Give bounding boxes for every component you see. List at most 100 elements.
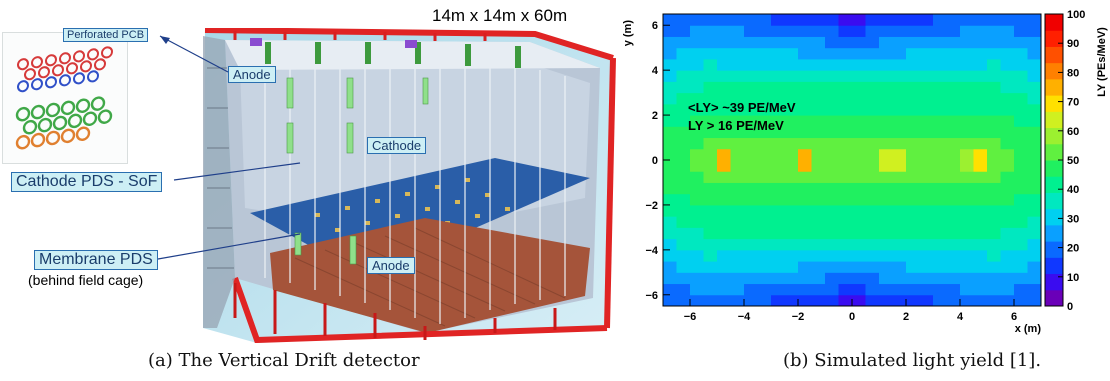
heatmap-cell	[757, 14, 772, 26]
heatmap-cell	[825, 204, 839, 217]
heatmap-cell	[771, 58, 785, 71]
heatmap-cell	[946, 47, 961, 60]
heatmap-cell	[879, 182, 893, 195]
heatmap-cell	[852, 58, 866, 71]
heatmap-cell	[852, 216, 866, 228]
heatmap-cell	[906, 148, 920, 161]
heatmap-cell	[838, 14, 853, 26]
heatmap-cell	[852, 14, 866, 26]
heatmap-cell	[730, 283, 745, 296]
heatmap-cell	[730, 160, 745, 172]
heatmap-cell	[906, 137, 920, 150]
y-tick-label: −4	[645, 245, 658, 257]
heatmap-cell	[919, 272, 934, 285]
annotation-mean-ly: <LY> ~39 PE/MeV	[688, 100, 796, 115]
heatmap-cell	[1027, 81, 1042, 94]
heatmap-cell	[717, 182, 731, 195]
x-tick-label: 0	[849, 311, 855, 323]
heatmap-cell	[946, 81, 961, 94]
heatmap-cell	[906, 25, 920, 37]
heatmap-cell	[825, 58, 839, 71]
colorbar-tick-label: 30	[1067, 213, 1079, 225]
heatmap-cell	[744, 193, 758, 206]
heatmap-cell	[933, 193, 947, 206]
heatmap-cell	[1000, 261, 1015, 273]
heatmap-cell	[987, 160, 1001, 172]
heatmap-cell	[771, 261, 785, 273]
heatmap-cell	[906, 14, 920, 26]
heatmap-cell	[717, 14, 731, 26]
heatmap-cell	[838, 216, 853, 228]
heatmap-cell	[865, 115, 880, 127]
heatmap-cell	[811, 137, 826, 150]
heatmap-cell	[784, 92, 799, 105]
heatmap-cell	[676, 193, 691, 206]
heatmap-cell	[838, 58, 853, 71]
heatmap-cell	[906, 294, 920, 307]
heatmap-cell	[852, 182, 866, 195]
heatmap-cell	[933, 171, 947, 183]
heatmap-cell	[757, 25, 772, 37]
heatmap-cell	[865, 81, 880, 94]
heatmap-cell	[811, 58, 826, 71]
heatmap-cell	[933, 115, 947, 127]
heatmap-cell	[987, 36, 1001, 49]
heatmap-cell	[811, 92, 826, 105]
heatmap-cell	[717, 36, 731, 49]
heatmap-cell	[676, 25, 691, 37]
heatmap-cell	[1027, 294, 1042, 307]
heatmap-cell	[906, 261, 920, 273]
heatmap-cell	[919, 148, 934, 161]
heatmap-cell	[663, 47, 677, 60]
colorbar-band	[1045, 273, 1063, 291]
heatmap-cell	[771, 103, 785, 116]
heatmap-cell	[960, 182, 974, 195]
heatmap-cell	[730, 137, 745, 150]
colorbar-tick-label: 10	[1067, 272, 1079, 284]
y-tick-label: 6	[652, 20, 658, 32]
heatmap-cell	[933, 81, 947, 94]
heatmap-cell	[771, 70, 785, 82]
heatmap-cell	[933, 58, 947, 71]
heatmap-cell	[690, 160, 704, 172]
annotation-min-ly: LY > 16 PE/MeV	[688, 118, 784, 133]
heatmap-cell	[690, 272, 704, 285]
heatmap-cell	[1027, 160, 1042, 172]
heatmap-cell	[960, 294, 974, 307]
heatmap-cell	[1000, 249, 1015, 262]
heatmap-cell	[852, 204, 866, 217]
heatmap-cell	[987, 137, 1001, 150]
heatmap-cell	[744, 171, 758, 183]
heatmap-cell	[973, 126, 988, 139]
heatmap-cell	[703, 171, 718, 183]
heatmap-cell	[838, 70, 853, 82]
heatmap-cell	[919, 70, 934, 82]
heatmap-cell	[946, 160, 961, 172]
heatmap-cell	[744, 261, 758, 273]
heatmap-cell	[919, 238, 934, 251]
heatmap-cell	[730, 36, 745, 49]
heatmap-cell	[879, 294, 893, 307]
heatmap-cell	[892, 216, 907, 228]
heatmap-cell	[973, 70, 988, 82]
heatmap-cell	[676, 249, 691, 262]
heatmap-cell	[825, 182, 839, 195]
leader-lines	[157, 35, 301, 260]
heatmap-cell	[933, 103, 947, 116]
heatmap-cell	[771, 160, 785, 172]
heatmap-cell	[1027, 193, 1042, 206]
heatmap-cell	[960, 148, 974, 161]
heatmap-cell	[906, 70, 920, 82]
heatmap-cell	[798, 103, 812, 116]
heatmap-cell	[744, 103, 758, 116]
heatmap-cell	[798, 137, 812, 150]
heatmap-cell	[825, 81, 839, 94]
heatmap-cell	[838, 126, 853, 139]
heatmap-cell	[892, 47, 907, 60]
heatmap-cell	[784, 272, 799, 285]
heatmap-cell	[919, 58, 934, 71]
heatmap-cell	[933, 182, 947, 195]
heatmap-cell	[703, 103, 718, 116]
heatmap-cell	[825, 115, 839, 127]
heatmap-cell	[703, 92, 718, 105]
